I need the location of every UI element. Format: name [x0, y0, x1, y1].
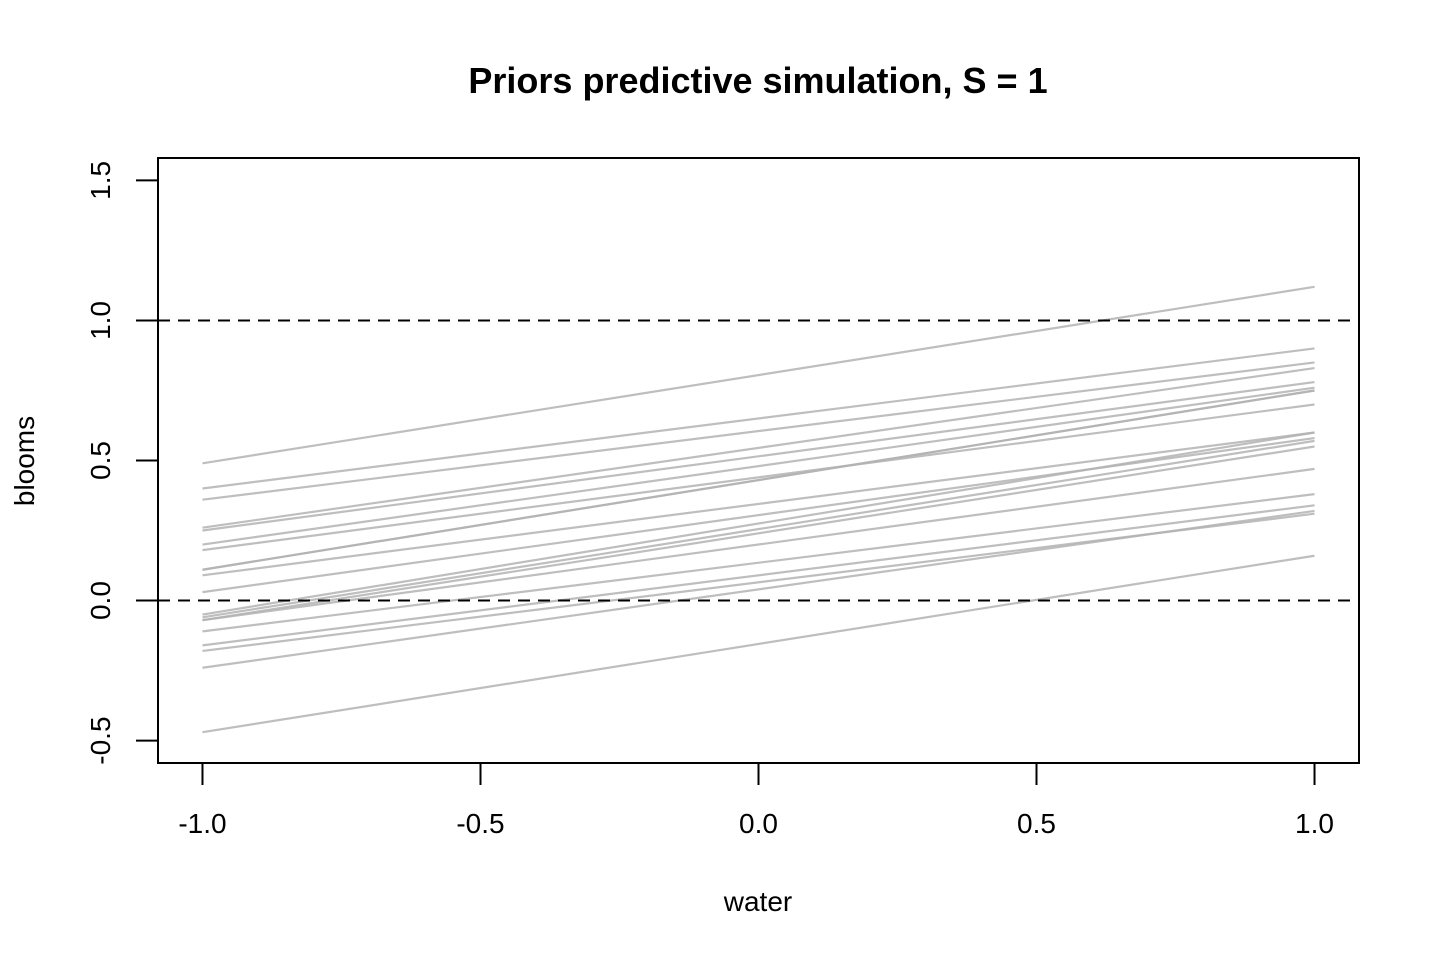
series-line-7: [202, 403, 1315, 552]
y-tick-label-2: 0.0: [85, 581, 116, 620]
series-line-19: [202, 509, 1315, 669]
series-line-1: [202, 285, 1315, 465]
series-line-4: [202, 366, 1315, 529]
x-axis-label: water: [723, 886, 792, 917]
series-line-15: [202, 467, 1315, 622]
x-tick-label-1: -1.0: [178, 808, 226, 839]
series-line-6: [202, 386, 1315, 546]
series-line-2: [202, 347, 1315, 490]
chart-title: Priors predictive simulation, S = 1: [468, 60, 1047, 101]
series-lines: [202, 285, 1315, 734]
y-tick-label-3: 0.5: [85, 441, 116, 480]
series-line-13: [202, 439, 1315, 619]
y-axis: -0.5 0.0 0.5 1.0 1.5: [85, 161, 159, 765]
y-axis-label: blooms: [9, 416, 40, 506]
series-line-20: [202, 554, 1315, 734]
series-line-10: [202, 431, 1315, 577]
series-line-12: [202, 431, 1315, 616]
x-tick-label-2: -0.5: [456, 808, 504, 839]
series-line-5: [202, 380, 1315, 532]
series-line-9: [202, 389, 1315, 571]
series-line-16: [202, 493, 1315, 633]
series-line-3: [202, 361, 1315, 501]
series-line-17: [202, 504, 1315, 647]
x-tick-label-4: 0.5: [1017, 808, 1056, 839]
x-tick-label-3: 0.0: [739, 808, 778, 839]
x-tick-label-5: 1.0: [1295, 808, 1334, 839]
y-tick-label-1: -0.5: [85, 716, 116, 764]
y-tick-label-5: 1.5: [85, 161, 116, 200]
reference-lines: [158, 319, 1359, 602]
series-line-14: [202, 445, 1315, 622]
x-axis: -1.0 -0.5 0.0 0.5 1.0: [178, 762, 1334, 839]
y-tick-label-4: 1.0: [85, 301, 116, 340]
plot-frame: [157, 157, 1360, 764]
